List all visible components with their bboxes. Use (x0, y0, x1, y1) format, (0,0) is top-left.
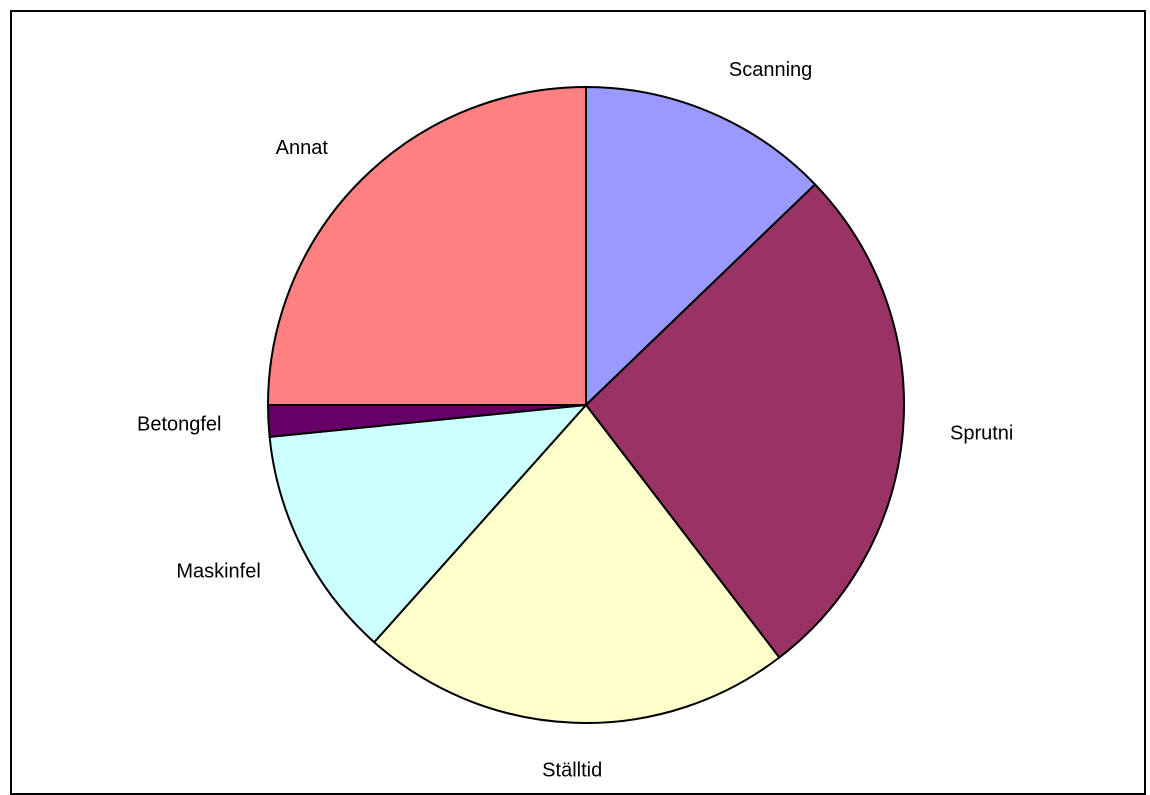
slice-label-annat: Annat (276, 137, 329, 159)
pie-labels: Scanning Sprutni Ställtid Maskinfel Betongfe… (137, 59, 1013, 782)
slice-label-maskinfel: Maskinfel (176, 561, 260, 583)
pie-slice-sprutni (585, 183, 905, 659)
pie-slice-annat (267, 86, 587, 406)
pie-slice-maskinfel (268, 404, 587, 644)
slice-label-sprutni: Sprutni (950, 423, 1013, 445)
pie-slice-ställtid (373, 404, 781, 724)
pie-slice-scanning (585, 86, 817, 406)
slice-label-scanning: Scanning (729, 59, 812, 81)
pie-slices (267, 86, 905, 724)
slice-label-ställtid: Ställtid (542, 760, 602, 782)
slice-label-betongfel: Betongfel (137, 413, 222, 435)
